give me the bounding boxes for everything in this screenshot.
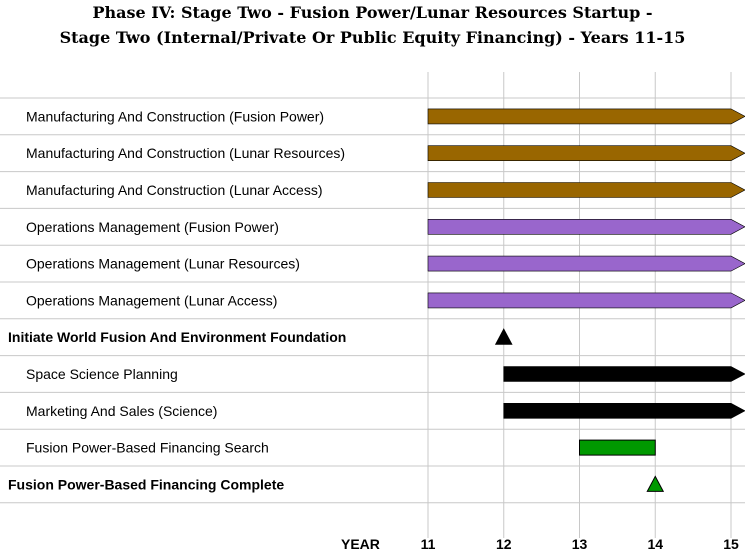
task-label: Space Science Planning (26, 366, 178, 382)
task-label: Manufacturing And Construction (Lunar Ac… (26, 182, 323, 198)
task-bar (503, 366, 745, 382)
milestone-label: Fusion Power-Based Financing Complete (8, 476, 284, 492)
task-bar (427, 145, 745, 161)
x-axis-title: YEAR (341, 536, 380, 552)
task-label: Operations Management (Fusion Power) (26, 219, 279, 235)
rows: Manufacturing And Construction (Fusion P… (8, 108, 745, 492)
x-tick-label: 13 (572, 536, 588, 552)
task-label: Manufacturing And Construction (Fusion P… (26, 108, 324, 124)
task-bar (427, 292, 745, 309)
milestone-marker (646, 475, 665, 492)
task-bar (503, 402, 745, 419)
task-bar (427, 219, 745, 235)
task-label: Operations Management (Lunar Resources) (26, 256, 300, 272)
task-label: Fusion Power-Based Financing Search (26, 440, 269, 456)
chart-title: Phase IV: Stage Two - Fusion Power/Lunar… (0, 0, 745, 50)
task-bar (427, 182, 745, 198)
chart-title-line-1: Phase IV: Stage Two - Fusion Power/Lunar… (92, 3, 653, 22)
grid (0, 72, 745, 538)
milestone-label: Initiate World Fusion And Environment Fo… (8, 329, 346, 345)
x-axis: YEAR 11 12 13 14 15 (341, 536, 739, 552)
task-bar (579, 439, 656, 456)
chart-title-line-2: Stage Two (Internal/Private Or Public Eq… (59, 28, 686, 47)
x-tick-label: 12 (496, 536, 512, 552)
x-tick-label: 14 (647, 536, 663, 552)
task-label: Manufacturing And Construction (Lunar Re… (26, 145, 345, 161)
x-tick-label: 15 (723, 536, 739, 552)
task-bar (427, 255, 745, 272)
task-label: Marketing And Sales (Science) (26, 403, 217, 419)
milestone-marker (494, 328, 513, 345)
x-tick-label: 11 (421, 536, 436, 552)
task-bar (427, 108, 745, 125)
task-label: Operations Management (Lunar Access) (26, 292, 277, 308)
